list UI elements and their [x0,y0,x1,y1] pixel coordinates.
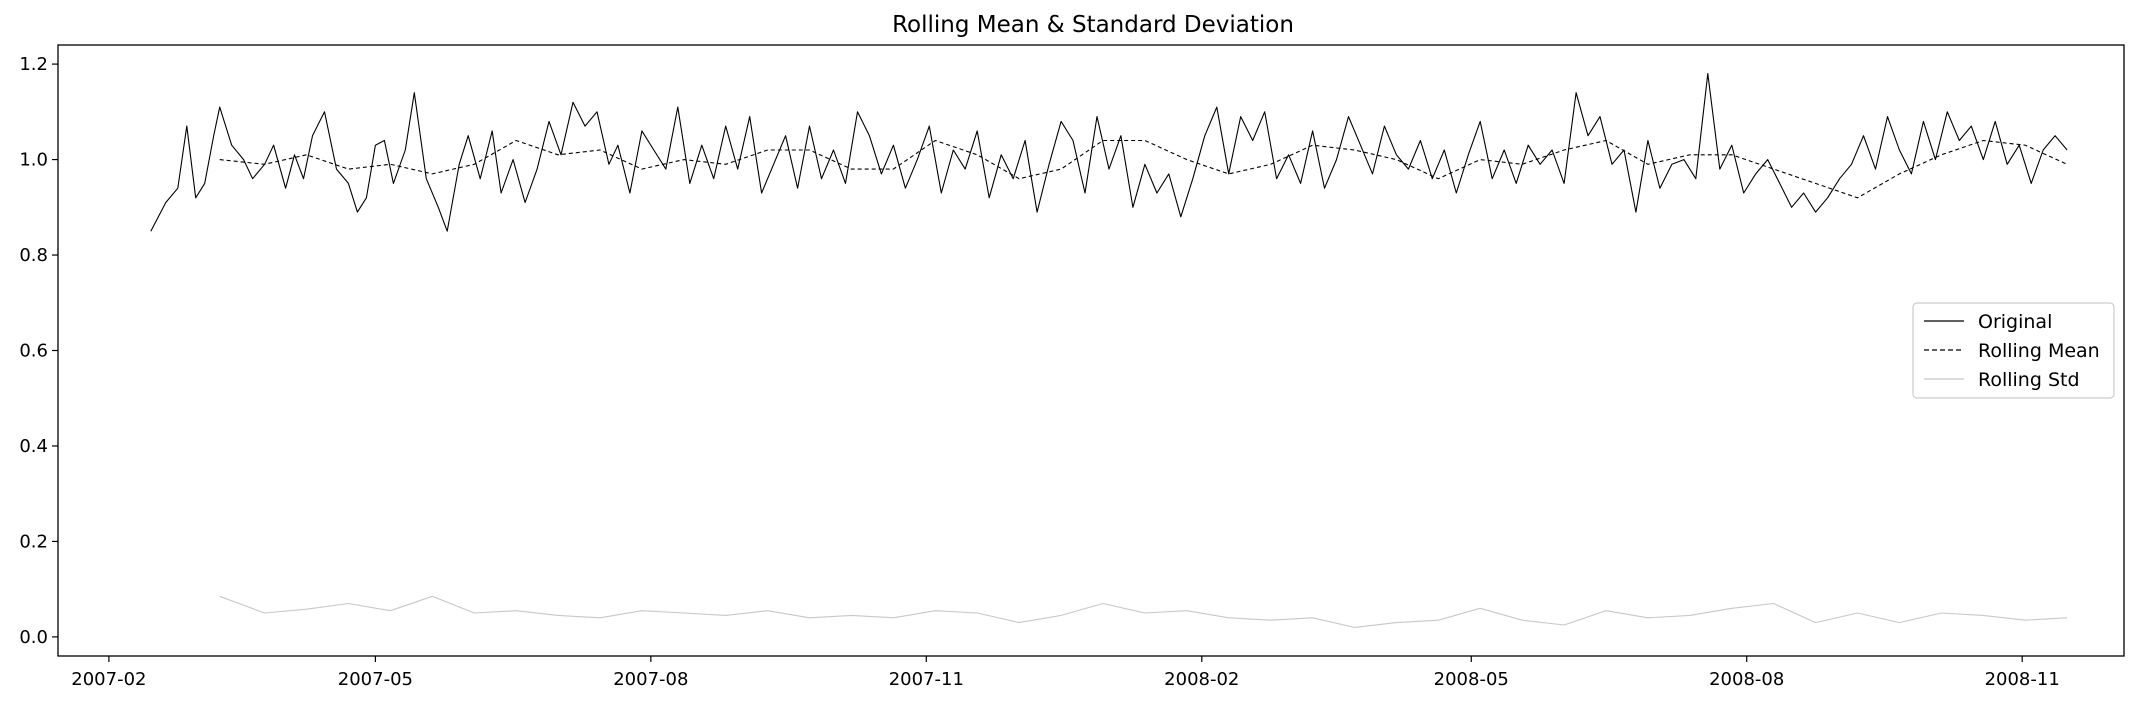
y-tick-label: 1.0 [19,150,48,171]
plot-series [150,73,2068,628]
x-tick-label: 2007-11 [889,669,964,690]
x-axis: 2007-02 2007-05 2007-08 2007-11 2008-02 2008-… [71,656,2060,690]
legend: Original Rolling Mean Rolling Std [1912,302,2115,399]
y-axis: 0.0 0.2 0.4 0.6 0.8 1.0 1.2 [19,54,58,648]
y-tick-label: 1.2 [19,54,48,75]
chart-title: Rolling Mean & Standard Deviation [892,12,1294,38]
y-tick-label: 0.6 [19,341,48,362]
x-tick-label: 2008-11 [1985,669,2060,690]
y-tick-label: 0.0 [19,627,48,648]
x-tick-label: 2007-02 [71,669,146,690]
rolling-std-line [219,595,2068,628]
y-tick-label: 0.2 [19,531,48,552]
legend-label-rolling-mean: Rolling Mean [1978,340,2100,362]
plot-frame [57,44,2125,657]
legend-label-rolling-std: Rolling Std [1978,369,2080,391]
x-tick-label: 2007-08 [613,669,688,690]
x-tick-label: 2008-02 [1164,669,1239,690]
x-tick-label: 2008-05 [1434,669,1509,690]
x-tick-label: 2008-08 [1709,669,1784,690]
rolling-mean-line [219,139,2068,199]
x-tick-label: 2007-05 [338,669,413,690]
y-tick-label: 0.4 [19,436,48,457]
original-line [150,73,2068,232]
legend-label-original: Original [1978,311,2052,333]
y-tick-label: 0.8 [19,245,48,266]
legend-box [1912,302,2115,399]
